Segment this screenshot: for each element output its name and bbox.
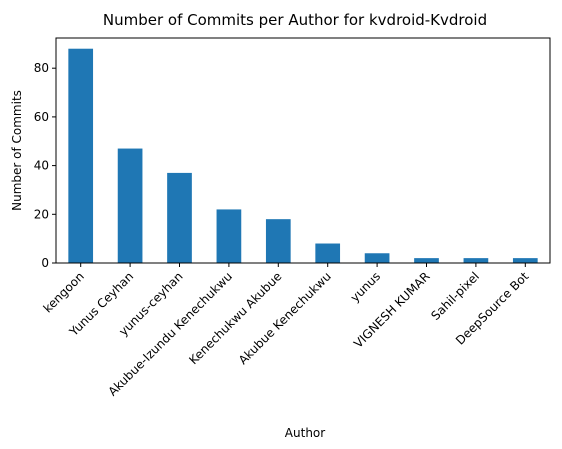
y-tick-label: 40 <box>34 159 49 173</box>
bars-group <box>68 48 538 264</box>
bar <box>463 258 489 263</box>
x-tick-label: Sahil-pixel <box>428 269 482 323</box>
x-tick-label: yunus <box>348 269 383 304</box>
bar <box>364 253 390 263</box>
bar <box>117 148 143 263</box>
y-tick-label: 60 <box>34 110 49 124</box>
bar <box>512 258 538 263</box>
bar <box>167 172 192 263</box>
plot-frame <box>55 37 551 264</box>
y-axis-ticks: 0 20 40 60 80 <box>34 61 56 270</box>
chart-title: Number of Commits per Author for kvdroid… <box>103 11 487 29</box>
y-tick-label: 20 <box>34 207 49 221</box>
x-tick-label: Kenechukwu Akubue <box>186 269 284 367</box>
bar <box>315 243 341 263</box>
bar <box>68 48 94 264</box>
bar <box>216 209 242 263</box>
y-tick-label: 80 <box>34 61 49 75</box>
x-axis-label: Author <box>285 426 325 440</box>
x-tick-label: kengoon <box>41 269 87 315</box>
x-tick-label: Akubue Kenechukwu <box>236 269 334 367</box>
y-tick-label: 0 <box>41 256 49 270</box>
y-axis-label: Number of Commits <box>10 90 24 211</box>
bar <box>414 258 439 263</box>
bar <box>265 219 291 263</box>
